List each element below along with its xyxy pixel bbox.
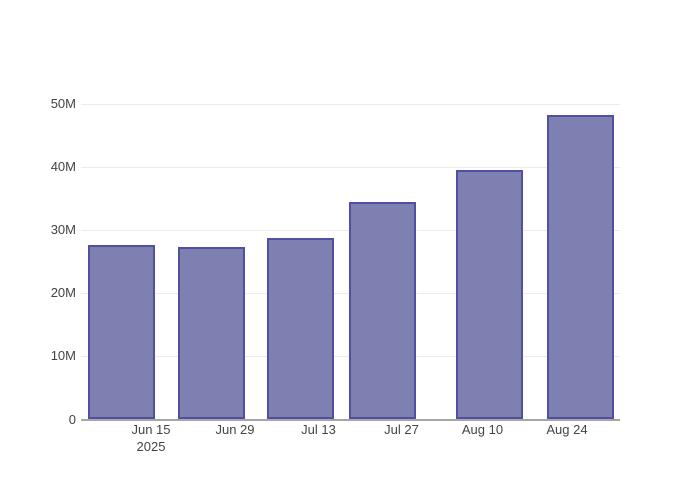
gridline-40m [81,166,620,168]
x-tick-date: Jun 15 [131,422,171,437]
x-tick-label-jul-13: Jul 13 [274,421,364,438]
x-tick-label-jul-27: Jul 27 [357,421,447,438]
x-tick-label-aug-10: Aug 10 [438,421,528,438]
bar-jun-29[interactable] [177,247,245,420]
x-tick-year: 2025 [136,439,166,454]
gridline-50m [81,103,620,105]
bar-aug-24[interactable] [546,114,614,420]
y-tick-label-10m: 10M [50,348,76,364]
bar-aug-10[interactable] [455,169,523,420]
bar-jul-13[interactable] [266,237,334,420]
x-axis-line [81,419,620,421]
x-tick-date: Jul 27 [384,422,419,437]
bar-jun-15[interactable] [88,244,155,420]
x-tick-date: Jun 29 [215,422,255,437]
x-tick-date: Aug 24 [546,422,588,437]
x-tick-label-jun-29: Jun 29 [190,421,280,438]
x-tick-date: Aug 10 [461,422,504,437]
y-tick-label-0: 0 [68,411,76,427]
y-tick-label-40m: 40M [50,159,76,175]
bar-jul-27[interactable] [349,202,416,420]
x-tick-label-jun-15: Jun 15 2025 [106,421,196,455]
y-tick-label-30m: 30M [50,222,76,238]
y-tick-label-20m: 20M [50,285,76,301]
x-tick-date: Jul 13 [301,422,336,437]
y-tick-label-50m: 50M [50,96,76,111]
x-tick-label-aug-24: Aug 24 [522,421,612,438]
